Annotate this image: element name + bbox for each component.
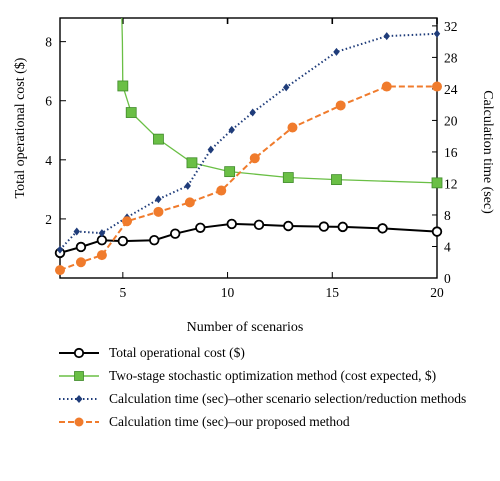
series-0-point-3: [117, 235, 129, 247]
series-3-point-10: [381, 81, 392, 92]
series-0-point-2: [96, 234, 108, 246]
series-3-point-1: [75, 257, 86, 268]
x-tick-label-20: 20: [430, 285, 444, 300]
legend-label-other-methods: Calculation time (sec)–other scenario se…: [109, 391, 467, 406]
series-3-point-3: [122, 216, 133, 227]
series-0-point-4: [149, 234, 160, 246]
y-right-tick-label-28: 28: [444, 50, 458, 65]
series-1-point-1: [125, 107, 137, 118]
x-axis-label: Number of scenarios: [187, 320, 304, 335]
legend-item-other-methods: Calculation time (sec)–other scenario se…: [57, 390, 497, 407]
series-2-point-2: [98, 229, 106, 238]
series-0-point-6: [195, 222, 206, 233]
legend-swatch-two-stage: [59, 371, 99, 381]
series-2-point-1: [73, 227, 80, 236]
y-right-tick-label-0: 0: [444, 271, 451, 286]
series-3-point-7: [249, 153, 260, 164]
series-0-point-5: [169, 228, 181, 239]
series-2-point-6: [207, 145, 214, 154]
series-2-point-11: [383, 32, 390, 41]
y-left-tick-label-6: 6: [45, 94, 52, 109]
series-0-point-9: [283, 220, 294, 232]
y-right-tick-label-8: 8: [444, 208, 451, 223]
legend-item-proposed: Calculation time (sec)–our proposed meth…: [57, 413, 497, 430]
series-0-point-1: [75, 241, 87, 253]
y-left-tick-label-4: 4: [45, 153, 52, 168]
x-tick-label-15: 15: [326, 285, 340, 300]
series-2-point-12: [433, 29, 441, 38]
series-2-point-10: [333, 47, 340, 56]
series-line-2: [60, 32, 437, 251]
y-right-tick-label-12: 12: [444, 176, 458, 191]
y-right-tick-label-16: 16: [444, 145, 458, 160]
y-axis-label-left: Total operational cost ($): [13, 57, 28, 198]
series-3-point-5: [184, 197, 195, 208]
legend-label-two-stage: Two-stage stochastic optimization method…: [109, 368, 437, 383]
series-1-point-6: [331, 174, 342, 186]
series-line-1: [121, 18, 437, 184]
series-3-point-0: [55, 265, 65, 276]
y-left-tick-label-2: 2: [45, 212, 52, 227]
series-2-point-4: [155, 195, 162, 204]
y-left-tick-label-8: 8: [45, 35, 52, 50]
legend-swatch-total-cost: [59, 347, 99, 359]
series-0-point-13: [431, 226, 443, 237]
legend-swatch-proposed: [59, 417, 99, 427]
series-0-point-12: [377, 223, 388, 234]
y-right-tick-label-4: 4: [444, 239, 451, 254]
series-3-point-2: [96, 250, 107, 261]
y-right-tick-label-24: 24: [444, 82, 458, 97]
series-3-point-11: [432, 81, 442, 92]
series-line-3: [60, 85, 437, 272]
series-1-point-5: [282, 172, 294, 183]
y-axis-label-right: Calculation time (sec): [480, 90, 495, 214]
legend-item-total-cost: Total operational cost ($): [57, 344, 497, 361]
x-tick-label-5: 5: [119, 285, 126, 300]
legend-swatch-other-methods: [59, 395, 99, 403]
y-right-tick-label-32: 32: [444, 19, 458, 34]
series-3-point-4: [153, 206, 164, 217]
series-2-point-8: [249, 108, 256, 117]
series-2-point-5: [184, 181, 191, 190]
series-1-point-2: [153, 133, 164, 145]
legend-item-two-stage: Two-stage stochastic optimization method…: [57, 367, 497, 384]
y-right-tick-label-20: 20: [444, 113, 458, 128]
series-3-point-8: [287, 122, 298, 133]
series-3-point-9: [335, 100, 346, 111]
series-0-point-10: [318, 221, 330, 232]
series-0-point-7: [226, 218, 237, 230]
legend: Total operational cost ($) Two-stage sto…: [57, 344, 497, 436]
legend-label-proposed: Calculation time (sec)–our proposed meth…: [109, 414, 350, 429]
series-2-point-7: [228, 125, 235, 134]
series-1-point-4: [224, 166, 236, 178]
series-1-point-0: [117, 80, 129, 92]
series-0-point-8: [253, 219, 265, 231]
series-3-point-6: [216, 185, 227, 196]
series-2-point-0: [56, 245, 64, 254]
plot-area: [59, 17, 438, 279]
x-tick-label-10: 10: [221, 285, 235, 300]
series-1-point-3: [186, 157, 198, 169]
legend-label-total-cost: Total operational cost ($): [109, 345, 245, 360]
series-1-point-7: [431, 177, 443, 189]
series-2-point-9: [283, 83, 290, 92]
series-0-point-11: [337, 221, 348, 233]
